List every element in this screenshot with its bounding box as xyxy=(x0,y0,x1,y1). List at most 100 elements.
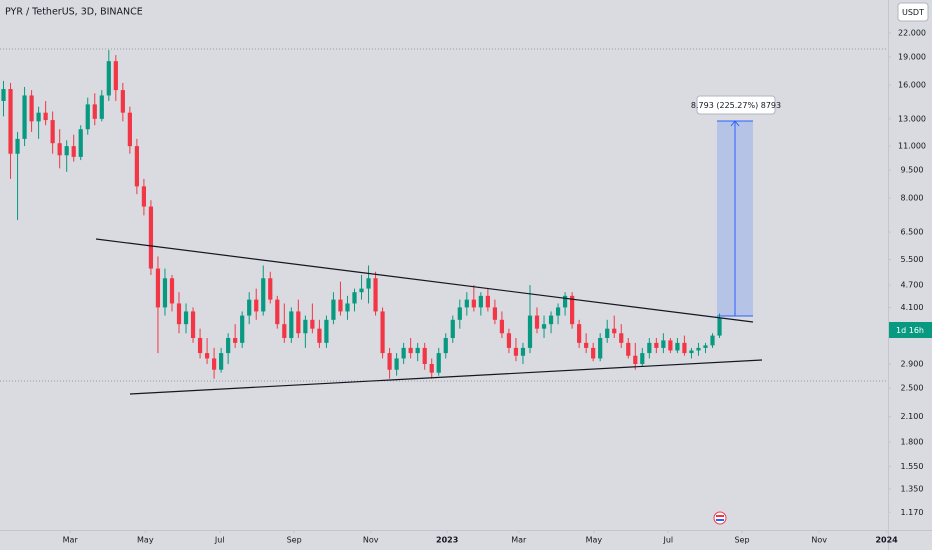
candle-body xyxy=(303,319,308,334)
candle-body xyxy=(352,292,357,304)
candle-body xyxy=(296,311,301,334)
candle-body xyxy=(682,342,687,354)
candle-body xyxy=(654,342,659,348)
candle-body xyxy=(612,328,617,334)
candle-body xyxy=(415,347,420,354)
candle-body xyxy=(527,315,533,348)
candle-body xyxy=(204,353,210,359)
candle-body xyxy=(134,146,139,187)
y-tick-label: 16.000 xyxy=(898,80,926,89)
candle-body xyxy=(176,303,182,325)
candle-body xyxy=(226,337,231,354)
candle-body xyxy=(282,324,287,338)
candle-body xyxy=(548,315,554,325)
candle-body xyxy=(541,324,547,329)
candle-body xyxy=(408,347,413,354)
candles xyxy=(1,50,722,379)
candle-body xyxy=(647,342,652,354)
candle-body xyxy=(689,350,694,354)
measure-label: 8.793 (225.27%) 8793 xyxy=(691,101,781,110)
candle-body xyxy=(584,342,589,348)
candle-body xyxy=(15,138,20,154)
candle-body xyxy=(661,340,666,348)
measure-arrow-head xyxy=(730,120,740,127)
candle-body xyxy=(57,143,62,156)
candle-body xyxy=(710,335,715,346)
candle-body xyxy=(345,303,350,312)
x-tick-label: 2024 xyxy=(875,536,898,545)
x-tick-label: May xyxy=(586,536,603,545)
candle-body xyxy=(373,278,378,312)
y-tick-label: 1.550 xyxy=(901,462,924,471)
candle-body xyxy=(190,311,196,338)
y-tick-label: 6.500 xyxy=(901,228,924,237)
candle-body xyxy=(506,333,512,348)
symbol-title: PYR / TetherUS, 3D, BINANCE xyxy=(5,7,143,18)
candle-body xyxy=(401,347,406,359)
candle-body xyxy=(106,61,111,96)
candle-body xyxy=(366,278,371,289)
y-tick-label: 1.170 xyxy=(901,508,924,517)
candle-body xyxy=(211,358,217,370)
candle-body xyxy=(675,342,680,351)
candle-body xyxy=(261,278,266,312)
trend-line[interactable] xyxy=(95,238,754,323)
candle-body xyxy=(233,337,238,343)
candle-body xyxy=(492,307,497,320)
candle-body xyxy=(640,353,645,364)
candle-body xyxy=(443,337,448,354)
candle-body xyxy=(457,307,462,320)
candle-body xyxy=(331,299,336,320)
x-tick-label: Sep xyxy=(287,536,302,545)
x-tick-label: Nov xyxy=(811,536,827,545)
x-tick-label: Mar xyxy=(63,536,79,545)
candle-body xyxy=(387,353,392,370)
candle-body xyxy=(148,206,154,269)
candle-body xyxy=(619,333,624,343)
candle-body xyxy=(717,317,722,336)
candle-body xyxy=(120,90,125,113)
candle-body xyxy=(1,89,6,101)
candle-body xyxy=(703,345,708,348)
trend-line[interactable] xyxy=(129,359,763,395)
candle-body xyxy=(555,307,561,316)
candle-body xyxy=(219,353,224,370)
candle-body xyxy=(240,315,245,343)
candle-body xyxy=(577,324,582,343)
candle-body xyxy=(247,299,252,316)
candle-body xyxy=(289,311,294,338)
candle-body xyxy=(562,295,568,308)
candle-body xyxy=(668,340,673,351)
candle-body xyxy=(436,353,441,373)
countdown-label: 1d 16h xyxy=(896,326,924,335)
countdown-box xyxy=(889,322,932,338)
candle-body xyxy=(499,319,505,334)
y-tick-label: 11.000 xyxy=(898,142,926,151)
currency-button-label[interactable]: USDT xyxy=(902,8,924,17)
y-tick-label: 22.000 xyxy=(898,28,926,37)
candle-body xyxy=(254,299,259,312)
event-flag[interactable] xyxy=(713,511,727,525)
candle-body xyxy=(696,347,701,351)
x-tick-label: Jul xyxy=(662,536,673,545)
candle-body xyxy=(485,295,490,308)
candle-body xyxy=(633,355,638,364)
candle-body xyxy=(29,95,34,122)
y-tick-label: 13.000 xyxy=(898,114,926,123)
x-tick-label: Nov xyxy=(363,536,379,545)
x-tick-label: Mar xyxy=(511,536,527,545)
candle-body xyxy=(162,278,168,308)
x-tick-label: Jul xyxy=(214,536,225,545)
candle-body xyxy=(127,112,132,147)
candle-body xyxy=(50,120,55,144)
candle-body xyxy=(197,337,203,354)
candle-body xyxy=(359,288,364,293)
measure-label-box xyxy=(696,95,776,115)
candle-body xyxy=(429,363,434,373)
candle-body xyxy=(394,358,399,370)
y-tick-label: 2.100 xyxy=(901,412,924,421)
candle-body xyxy=(169,278,175,304)
x-tick-label: Sep xyxy=(734,536,749,545)
currency-button[interactable] xyxy=(897,2,929,22)
